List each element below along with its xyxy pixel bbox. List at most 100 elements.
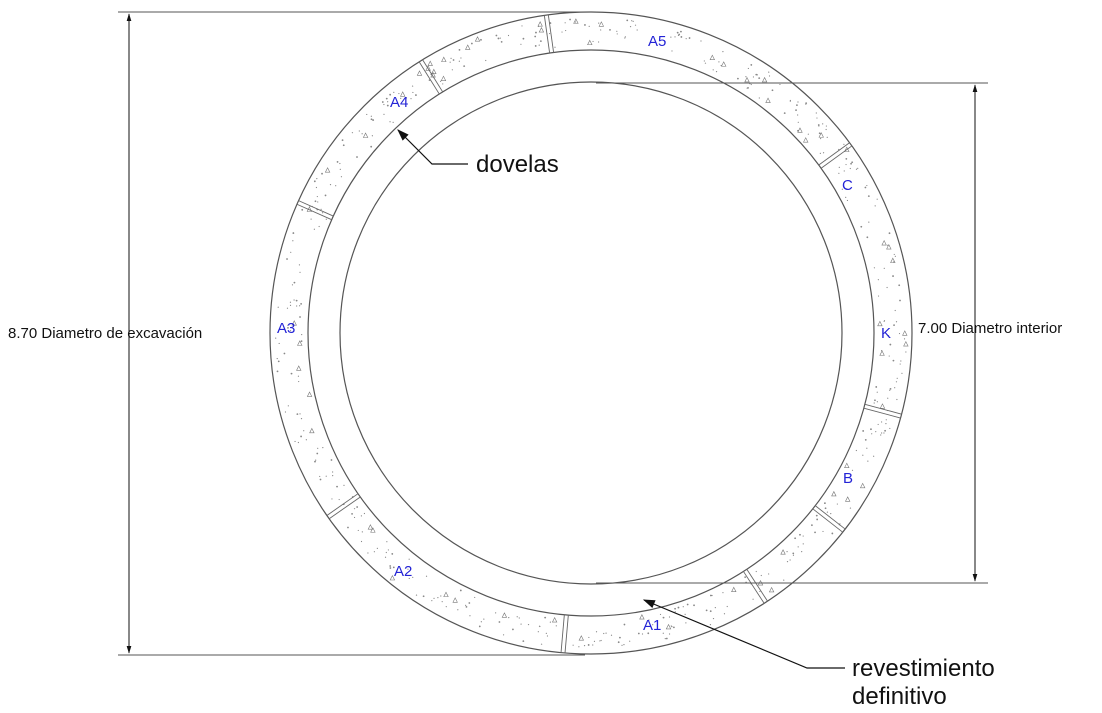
stipple-dot bbox=[325, 475, 327, 477]
segment-joint-line bbox=[863, 407, 901, 419]
stipple-dot bbox=[876, 198, 878, 200]
segment-label-a5: A5 bbox=[648, 33, 666, 50]
stipple-dot bbox=[522, 640, 525, 643]
stipple-dot bbox=[300, 302, 303, 305]
stipple-dot bbox=[296, 413, 299, 416]
stipple-dot bbox=[387, 101, 389, 103]
stipple-dot bbox=[680, 36, 683, 38]
stipple-dot bbox=[889, 388, 892, 390]
stipple-dot bbox=[866, 184, 868, 187]
stipple-dot bbox=[768, 75, 771, 77]
stipple-dot bbox=[287, 324, 289, 326]
aggregate-mark bbox=[443, 591, 449, 597]
aggregate-mark bbox=[768, 586, 775, 593]
stipple-dot bbox=[548, 32, 551, 35]
stipple-dot bbox=[616, 33, 618, 35]
stipple-dot bbox=[507, 34, 510, 37]
stipple-dot bbox=[636, 29, 638, 31]
stipple-dot bbox=[538, 625, 541, 627]
segment-joint-line bbox=[418, 61, 440, 95]
stipple-dot bbox=[534, 45, 537, 47]
revestimiento-callout-label-line2: definitivo bbox=[852, 683, 947, 710]
stipple-dot bbox=[392, 121, 394, 123]
stipple-dot bbox=[463, 65, 466, 68]
stipple-dot bbox=[292, 232, 295, 234]
stipple-dot bbox=[703, 60, 705, 62]
stipple-dot bbox=[831, 532, 834, 535]
aggregate-mark bbox=[859, 482, 866, 489]
stipple-dot bbox=[873, 455, 875, 457]
stipple-dot bbox=[600, 639, 602, 642]
segment-joint-line bbox=[543, 15, 551, 54]
stipple-dot bbox=[623, 623, 626, 626]
segment-joint-line bbox=[743, 571, 765, 604]
stipple-dot bbox=[385, 97, 388, 100]
stipple-dot bbox=[905, 351, 907, 353]
stipple-dot bbox=[887, 397, 889, 399]
stipple-dot bbox=[361, 133, 363, 135]
stipple-dot bbox=[672, 626, 675, 629]
stipple-dot bbox=[876, 391, 878, 393]
stipple-dot bbox=[386, 541, 388, 543]
stipple-dot bbox=[795, 109, 797, 111]
stipple-dot bbox=[709, 610, 712, 613]
aggregate-mark bbox=[440, 75, 447, 81]
stipple-dot bbox=[340, 176, 343, 178]
stipple-dot bbox=[317, 201, 319, 203]
stipple-dot bbox=[440, 595, 442, 597]
stipple-dot bbox=[668, 633, 671, 635]
aggregate-mark bbox=[765, 97, 771, 103]
stipple-dot bbox=[600, 29, 602, 31]
stipple-dot bbox=[500, 40, 503, 43]
interior-diameter-dimension bbox=[596, 82, 988, 584]
aggregate-mark bbox=[731, 586, 737, 593]
stipple-dot bbox=[521, 25, 523, 27]
stipple-dot bbox=[867, 195, 870, 198]
stipple-dot bbox=[843, 143, 845, 145]
stipple-dot bbox=[537, 631, 539, 633]
stipple-dot bbox=[836, 503, 838, 505]
stipple-dot bbox=[572, 644, 574, 646]
stipple-dot bbox=[841, 188, 843, 190]
stipple-dot bbox=[807, 133, 809, 135]
stipple-dot bbox=[522, 37, 525, 40]
stipple-dot bbox=[623, 644, 625, 646]
stipple-dot bbox=[293, 299, 295, 301]
stipple-dot bbox=[883, 432, 885, 434]
stipple-dot bbox=[665, 637, 668, 640]
stipple-dot bbox=[704, 62, 707, 64]
excavation-diameter-label: 8.70 Diametro de excavación bbox=[8, 325, 202, 342]
stipple-dot bbox=[474, 596, 476, 599]
stipple-dot bbox=[317, 447, 319, 449]
segment-joint-line bbox=[560, 614, 565, 653]
stipple-dot bbox=[356, 506, 359, 508]
segment-label-b: B bbox=[843, 470, 853, 487]
stipple-dot bbox=[297, 375, 300, 377]
stipple-dot bbox=[867, 460, 869, 462]
stipple-dot bbox=[899, 363, 901, 365]
stipple-dot bbox=[339, 168, 341, 170]
stipple-dot bbox=[319, 475, 321, 478]
stipple-dot bbox=[903, 338, 906, 340]
stipple-dot bbox=[866, 236, 869, 239]
stipple-dot bbox=[888, 355, 890, 357]
stipple-dot bbox=[373, 551, 375, 553]
stipple-dot bbox=[883, 320, 885, 322]
stipple-dot bbox=[830, 513, 832, 515]
stipple-dot bbox=[659, 613, 662, 616]
stipple-dot bbox=[518, 617, 520, 619]
segment-label-a2: A2 bbox=[394, 563, 412, 580]
aggregate-mark bbox=[665, 623, 672, 630]
stipple-dot bbox=[680, 30, 682, 33]
stipple-dot bbox=[289, 301, 292, 303]
aggregate-mark bbox=[474, 36, 481, 42]
stipple-dot bbox=[883, 267, 885, 269]
stipple-dot bbox=[822, 530, 824, 533]
stipple-dot bbox=[846, 188, 848, 190]
segment-joint-line bbox=[547, 14, 555, 53]
stipple-dot bbox=[343, 484, 345, 486]
stipple-dot bbox=[750, 64, 753, 66]
stipple-dot bbox=[893, 253, 895, 256]
stipple-dot bbox=[850, 162, 852, 165]
stipple-dot bbox=[896, 377, 898, 379]
